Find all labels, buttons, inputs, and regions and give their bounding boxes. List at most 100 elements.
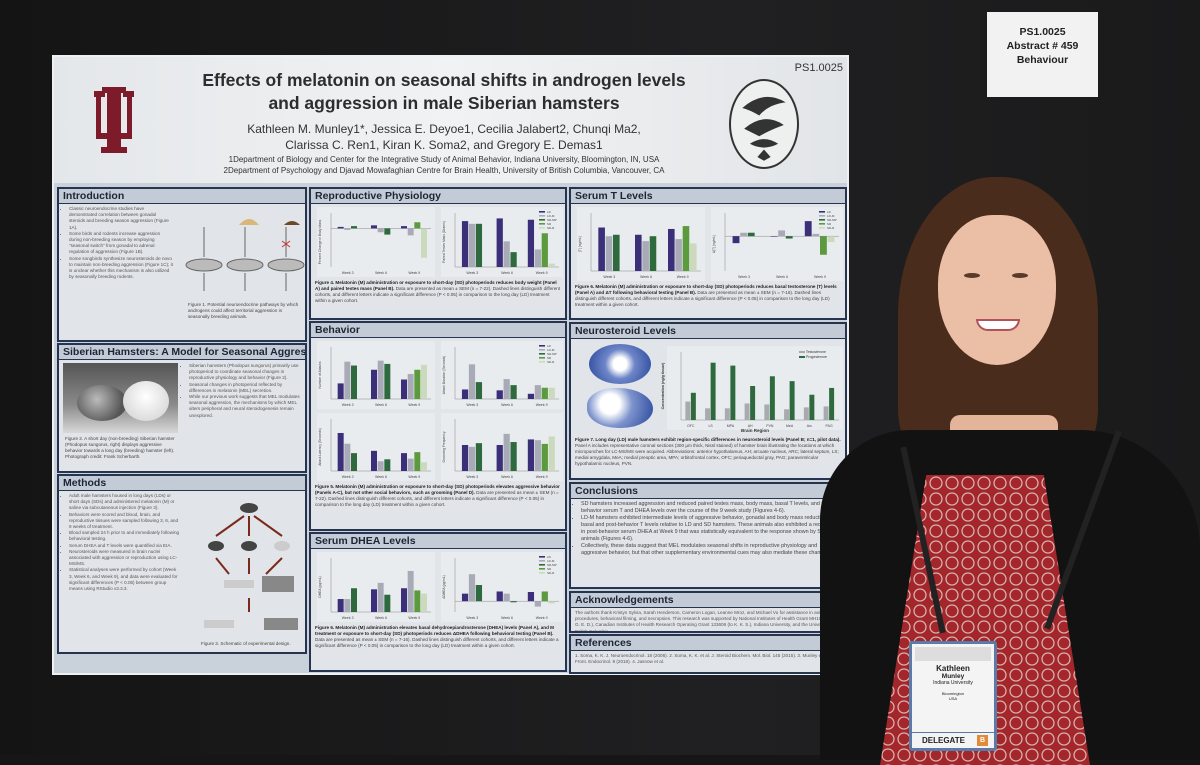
legend-swatch [539, 572, 545, 574]
y-axis-label: DHEA (pg/mL) [318, 576, 322, 597]
bullet: Some songbirds synthesize neurosteroids … [69, 256, 173, 281]
chart-dhea-basal: Week 3 Week 6 Week 9 DHEA (pg/mL) [317, 552, 435, 622]
x-tick-label: Week 3 [603, 275, 615, 279]
legend-label: SD [547, 222, 552, 226]
legend-swatch [819, 211, 825, 213]
bar [414, 369, 421, 399]
bar [351, 453, 357, 471]
legend-label: SD [827, 222, 832, 226]
bar [371, 225, 377, 229]
section-conclusions: Conclusions SD hamsters increased aggres… [569, 482, 847, 589]
bar [747, 232, 755, 237]
research-poster: Effects of melatonin on seasonal shifts … [52, 55, 849, 675]
section-title: Serum T Levels [571, 189, 845, 204]
legend-label: LD-M [547, 348, 555, 352]
bar [730, 365, 736, 420]
legend-swatch [539, 357, 545, 359]
bar [598, 227, 605, 271]
caption-text: Panel A includes representative coronal … [575, 443, 839, 466]
chart-svg: Week 3 Week 6 Week 9 DHEA (pg/mL) [318, 558, 431, 620]
x-tick-label: Week 6 [375, 475, 387, 479]
y-axis-label: [T] (ng/mL) [578, 236, 582, 252]
bar [344, 228, 351, 230]
y-axis-label: Δ[T] (ng/mL) [712, 235, 716, 253]
conclusion-bullets: SD hamsters increased aggression and red… [571, 499, 845, 559]
x-tick-label: LS [708, 424, 713, 428]
affiliation-line: 2Department of Psychology and Djavad Mow… [223, 166, 665, 175]
poster-code: PS1.0025 [794, 62, 843, 74]
bullet: Siberian hamsters (Phodopus sungorus) pr… [189, 363, 303, 382]
legend-swatch [539, 568, 545, 570]
section-neurosteroid: Neurosteroid Levels Concentration (ng/g … [569, 322, 847, 480]
chart-svg: OFC LS MPA AH PVN MeA Arc PAG [680, 352, 839, 428]
bar [724, 408, 730, 420]
legend-label: SD-R [547, 226, 555, 230]
bar [461, 389, 469, 399]
x-tick-label: Week 3 [466, 475, 478, 479]
presenter-person [820, 175, 1200, 765]
figure1-caption: Figure 1. Potential neuroendocrine pathw… [188, 302, 299, 319]
bar [548, 601, 555, 604]
section-references: References 1. Soma, K. K. J. Neuroendocr… [569, 634, 847, 674]
bar [384, 228, 391, 235]
brain-section-image [589, 344, 651, 384]
x-tick-label: Week 9 [536, 616, 548, 620]
legend-swatch [539, 353, 545, 355]
section-title: Methods [59, 476, 305, 491]
bar [750, 386, 756, 420]
bullet: Behaviors were scored and blood, brain, … [69, 512, 180, 531]
bar [690, 392, 696, 420]
legend-swatch [539, 361, 545, 363]
bullet: Neurosteroids were measured in brain nuc… [69, 549, 180, 568]
bullet: Adult male hamsters housed in long days … [69, 493, 180, 512]
legend-swatch [539, 349, 545, 351]
section-introduction: Introduction Classic neuroendocrine stud… [57, 187, 307, 342]
bar [548, 436, 555, 471]
chart-svg: Week 3 Week 6 Week 9 Paired Testes Mass (Gr… [442, 210, 559, 275]
bullet: While our previous work suggests that ME… [189, 394, 303, 419]
x-tick-label: Arc [807, 424, 813, 428]
chart-number-of-attacks: Week 3 Week 6 Week 9 Number of Attacks [317, 341, 435, 409]
pathway-diagram [185, 219, 305, 291]
bar [510, 601, 517, 603]
x-tick-label: Week 9 [677, 275, 689, 279]
bar [407, 228, 414, 236]
legend-swatch [539, 223, 545, 225]
bar [351, 365, 357, 399]
animal-silhouettes-icon [742, 96, 786, 161]
chart-delta-t: Week 3 Week 6 Week 9 Δ[T] (ng/mL) LD LD-M SD-M… [711, 207, 843, 281]
bar [534, 601, 541, 607]
bar [613, 234, 620, 271]
bar [827, 236, 835, 242]
section-serum-t: Serum T Levels Week 3 Week 6 Week 9 [T] (ng… [569, 187, 847, 320]
legend-swatch [539, 215, 545, 217]
badge-city: Bloomington [941, 691, 965, 696]
bar [510, 385, 517, 399]
bar [401, 226, 407, 229]
experimental-design-schematic [204, 503, 298, 630]
badge-country: USA [948, 696, 958, 701]
bar [421, 364, 427, 399]
bar [468, 446, 476, 471]
bar [785, 236, 793, 239]
chart-grooming-frequency: Week 3 Week 6 Week 9 Grooming Frequency [441, 413, 563, 481]
chart-svg: Week 3 Week 6 Week 9 [T] (ng/mL) [578, 213, 701, 279]
bar [401, 453, 407, 471]
legend-swatch [539, 556, 545, 558]
legend-label: SD [547, 356, 552, 360]
legend-swatch [539, 211, 545, 213]
y-axis-label: Attack Duration (Seconds) [442, 356, 446, 394]
bar [337, 383, 344, 399]
bar [732, 236, 740, 244]
x-tick-label: Week 9 [408, 403, 420, 407]
bar [820, 236, 827, 255]
bar [496, 390, 503, 399]
bar [789, 381, 795, 420]
methods-bullets: Adult male hamsters housed in long days … [59, 491, 184, 594]
x-tick-label: Week 3 [342, 271, 354, 275]
caption-bold: Figure 6. Melatonin (M) administration e… [315, 625, 555, 636]
x-tick-label: Week 9 [408, 475, 420, 479]
bar [407, 373, 414, 399]
y-axis-label: Grooming Frequency [442, 431, 446, 462]
x-tick-label: Week 3 [342, 616, 354, 620]
